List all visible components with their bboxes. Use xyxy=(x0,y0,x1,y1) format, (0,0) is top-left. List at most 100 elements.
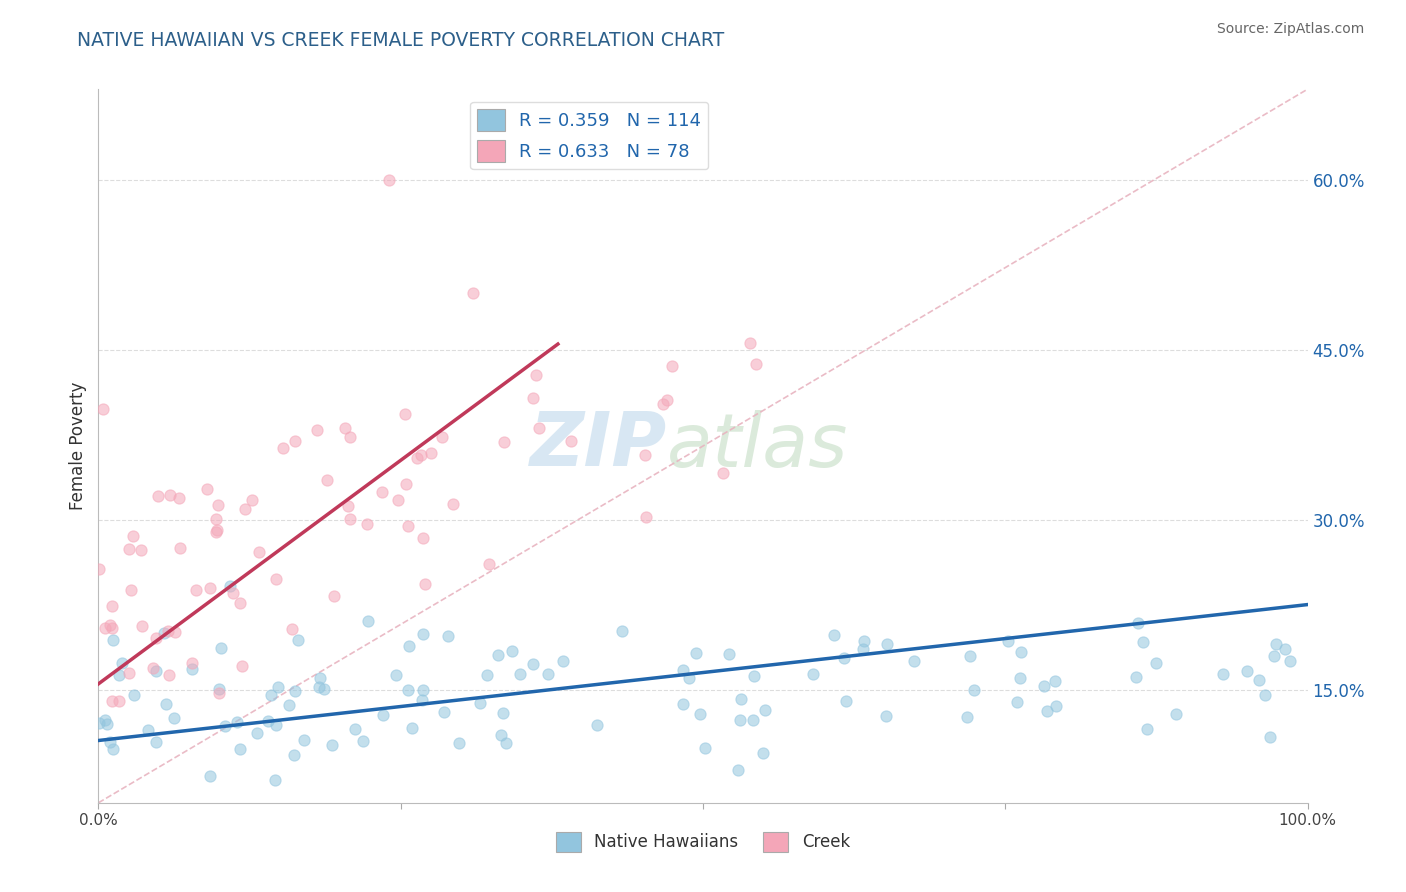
Point xyxy=(287,632,309,647)
Point xyxy=(610,624,633,638)
Point xyxy=(522,391,544,405)
Point xyxy=(305,424,328,438)
Point xyxy=(257,714,280,729)
Point xyxy=(159,488,181,502)
Point xyxy=(108,668,131,682)
Point xyxy=(207,681,229,696)
Point xyxy=(229,742,252,756)
Point xyxy=(433,705,456,719)
Point xyxy=(522,657,544,672)
Point xyxy=(209,641,232,656)
Point xyxy=(120,582,142,597)
Point xyxy=(163,624,186,639)
Point xyxy=(478,558,501,572)
Point xyxy=(1247,673,1270,688)
Point xyxy=(1263,648,1285,663)
Point xyxy=(492,434,515,449)
Point xyxy=(1005,695,1028,709)
Point xyxy=(1135,722,1157,736)
Point xyxy=(229,596,252,610)
Point xyxy=(394,408,416,422)
Point xyxy=(959,648,981,663)
Point xyxy=(264,717,287,731)
Point xyxy=(727,764,749,778)
Point xyxy=(852,642,875,657)
Point xyxy=(396,683,419,698)
Point xyxy=(207,686,229,700)
Point xyxy=(180,662,202,676)
Point xyxy=(316,473,339,487)
Point xyxy=(413,577,436,591)
Text: Source: ZipAtlas.com: Source: ZipAtlas.com xyxy=(1216,22,1364,37)
Point xyxy=(412,627,434,641)
Point xyxy=(560,434,582,448)
Point xyxy=(411,693,433,707)
Point xyxy=(162,711,184,725)
Point xyxy=(1274,642,1296,657)
Point xyxy=(672,698,695,712)
Point xyxy=(259,688,281,702)
Point xyxy=(263,773,285,788)
Point xyxy=(695,740,717,755)
Point xyxy=(527,420,550,434)
Point xyxy=(1254,688,1277,702)
Point xyxy=(586,718,609,732)
Point xyxy=(741,713,763,727)
Point xyxy=(322,589,344,603)
Point xyxy=(463,286,485,301)
Point xyxy=(551,654,574,668)
Point xyxy=(406,450,429,465)
Point xyxy=(271,441,294,455)
Point xyxy=(89,716,111,731)
Point xyxy=(222,586,245,600)
Point xyxy=(181,657,204,671)
Point xyxy=(738,335,761,350)
Point xyxy=(283,747,305,762)
Point xyxy=(744,669,766,683)
Point xyxy=(129,543,152,558)
Point xyxy=(876,637,898,651)
Point xyxy=(441,497,464,511)
Point xyxy=(419,446,441,460)
Point xyxy=(339,512,361,526)
Point xyxy=(339,430,361,444)
Point xyxy=(412,532,434,546)
Point xyxy=(652,397,675,411)
Point xyxy=(509,667,531,681)
Point xyxy=(218,579,240,593)
Point xyxy=(824,628,846,642)
Point xyxy=(685,646,707,660)
Point xyxy=(321,738,343,752)
Point xyxy=(495,736,517,750)
Point xyxy=(409,448,432,462)
Point xyxy=(101,599,124,613)
Y-axis label: Female Poverty: Female Poverty xyxy=(69,382,87,510)
Point xyxy=(145,631,167,645)
Point xyxy=(634,448,657,462)
Point xyxy=(449,736,471,750)
Point xyxy=(103,633,125,648)
Point xyxy=(91,402,114,417)
Point xyxy=(231,659,253,673)
Point xyxy=(145,665,167,679)
Point xyxy=(131,618,153,632)
Point xyxy=(657,392,679,407)
Point xyxy=(537,667,560,681)
Point xyxy=(146,489,169,503)
Point xyxy=(754,703,776,717)
Point xyxy=(377,173,399,187)
Point xyxy=(689,707,711,722)
Point xyxy=(101,742,124,756)
Point xyxy=(284,434,307,448)
Point xyxy=(1008,671,1031,685)
Point xyxy=(398,639,420,653)
Point xyxy=(136,723,159,738)
Point xyxy=(394,476,416,491)
Point xyxy=(152,626,174,640)
Point xyxy=(1132,634,1154,648)
Point xyxy=(245,726,267,740)
Point xyxy=(956,710,979,724)
Point xyxy=(745,357,768,371)
Text: ZIP: ZIP xyxy=(530,409,666,483)
Point xyxy=(387,493,409,508)
